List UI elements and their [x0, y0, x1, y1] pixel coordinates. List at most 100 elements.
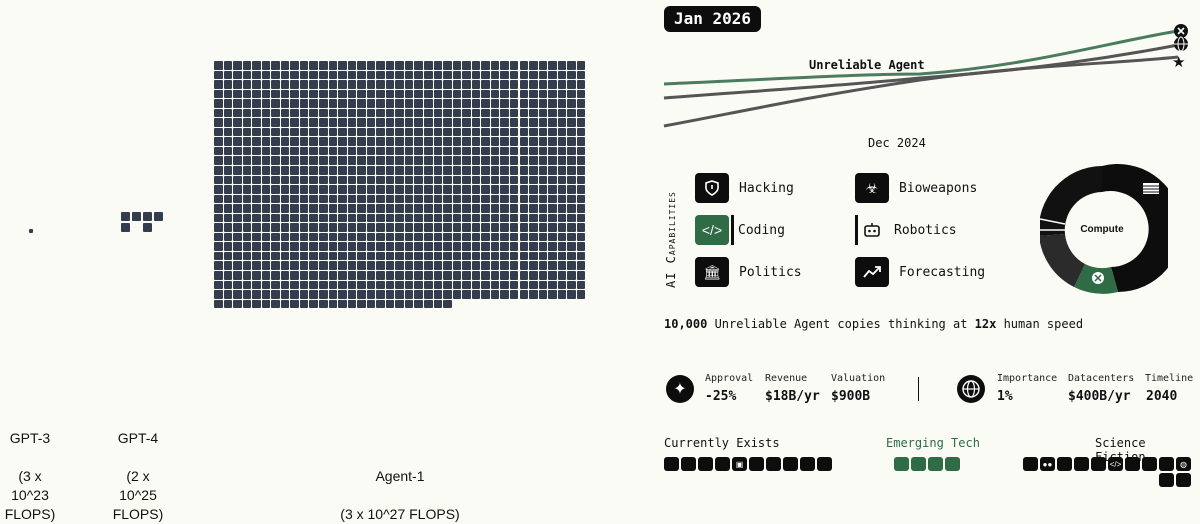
- compute-square: [519, 118, 528, 127]
- emerging-tech-dots: [894, 457, 964, 471]
- compute-square: [376, 280, 385, 290]
- compute-square: [538, 70, 548, 80]
- compute-square: [366, 70, 376, 80]
- compute-square: [242, 271, 252, 280]
- compute-square: [519, 89, 528, 99]
- tech-dot: [928, 457, 943, 471]
- compute-square: [214, 299, 223, 309]
- compute-square: [567, 242, 576, 251]
- compute-square: [261, 137, 271, 146]
- compute-square: [261, 156, 271, 165]
- compute-square: [395, 89, 404, 99]
- compute-square: [404, 290, 414, 299]
- compute-square: [290, 70, 299, 80]
- compute-square: [404, 89, 414, 99]
- compute-square: [538, 242, 548, 251]
- compute-square: [366, 242, 376, 251]
- compute-square: [357, 204, 366, 213]
- compute-square: [424, 70, 433, 80]
- compute-square: [443, 299, 452, 309]
- capability-forecasting: Forecasting: [855, 257, 985, 287]
- compute-square: [490, 146, 500, 156]
- compute-square: [214, 156, 223, 165]
- compute-square: [490, 232, 500, 242]
- compute-square: [319, 232, 328, 242]
- compute-square: [223, 99, 233, 108]
- copies-speed: 12x: [974, 317, 997, 331]
- compute-square: [280, 99, 290, 108]
- compute-square: [290, 280, 299, 290]
- compute-square: [414, 232, 423, 242]
- compute-square: [233, 271, 242, 280]
- compute-square: [299, 290, 309, 299]
- compute-square: [328, 223, 338, 232]
- compute-square: [290, 99, 299, 108]
- compute-square: [271, 108, 280, 118]
- compute-square: [519, 204, 528, 213]
- compute-square: [271, 194, 280, 204]
- compute-square: [357, 299, 366, 309]
- compute-square: [223, 290, 233, 299]
- compute-square: [357, 290, 366, 299]
- compute-square: [519, 137, 528, 146]
- compute-square: [414, 146, 423, 156]
- compute-square: [481, 251, 490, 261]
- compute-square: [214, 261, 223, 270]
- compute-square: [290, 251, 299, 261]
- compute-square: [576, 156, 586, 165]
- compute-square: [548, 271, 557, 280]
- copies-end: human speed: [996, 317, 1084, 331]
- compute-square: [319, 80, 328, 89]
- compute-square: [433, 290, 443, 299]
- compute-square: [471, 175, 481, 185]
- compute-square: [223, 80, 233, 89]
- compute-square: [280, 175, 290, 185]
- compute-square: [395, 99, 404, 108]
- compute-square: [557, 271, 567, 280]
- compute-square: [395, 127, 404, 137]
- compute-square: [328, 166, 338, 175]
- compute-square: [548, 290, 557, 299]
- compute-square: [271, 175, 280, 185]
- compute-square: [290, 61, 299, 70]
- compute-square: [376, 156, 385, 165]
- compute-square: [481, 175, 490, 185]
- compute-square: [452, 204, 462, 213]
- shield-icon: [695, 173, 729, 203]
- compute-square: [404, 146, 414, 156]
- compute-square: [347, 261, 357, 270]
- stat-datacenters-value: $400B/yr: [1068, 389, 1131, 404]
- compute-square: [385, 290, 395, 299]
- compute-square: [299, 185, 309, 194]
- compute-square: [557, 280, 567, 290]
- compute-square: [242, 204, 252, 213]
- compute-square: [424, 280, 433, 290]
- compute-square: [529, 156, 538, 165]
- compute-square: [452, 137, 462, 146]
- compute-square: [519, 223, 528, 232]
- compute-square: [576, 232, 586, 242]
- compute-square: [242, 232, 252, 242]
- compute-square: [366, 204, 376, 213]
- compute-square: [214, 194, 223, 204]
- compute-square: [366, 146, 376, 156]
- compute-square: [347, 166, 357, 175]
- compute-square: [271, 213, 280, 223]
- glasses-icon: ●●: [1040, 457, 1055, 471]
- compute-square: [576, 280, 586, 290]
- compute-square: [280, 137, 290, 146]
- compute-square: [462, 213, 471, 223]
- compute-square: [538, 166, 548, 175]
- compute-square: [357, 280, 366, 290]
- compute-square: [490, 175, 500, 185]
- compute-square: [385, 118, 395, 127]
- stat-revenue-value: $18B/yr: [765, 389, 820, 404]
- compute-square: [424, 118, 433, 127]
- compute-square: [462, 99, 471, 108]
- stat-divider: [918, 377, 919, 401]
- compute-square: [576, 175, 586, 185]
- compute-square: [233, 99, 242, 108]
- compute-square: [404, 118, 414, 127]
- compute-square: [500, 89, 509, 99]
- compute-square: [280, 194, 290, 204]
